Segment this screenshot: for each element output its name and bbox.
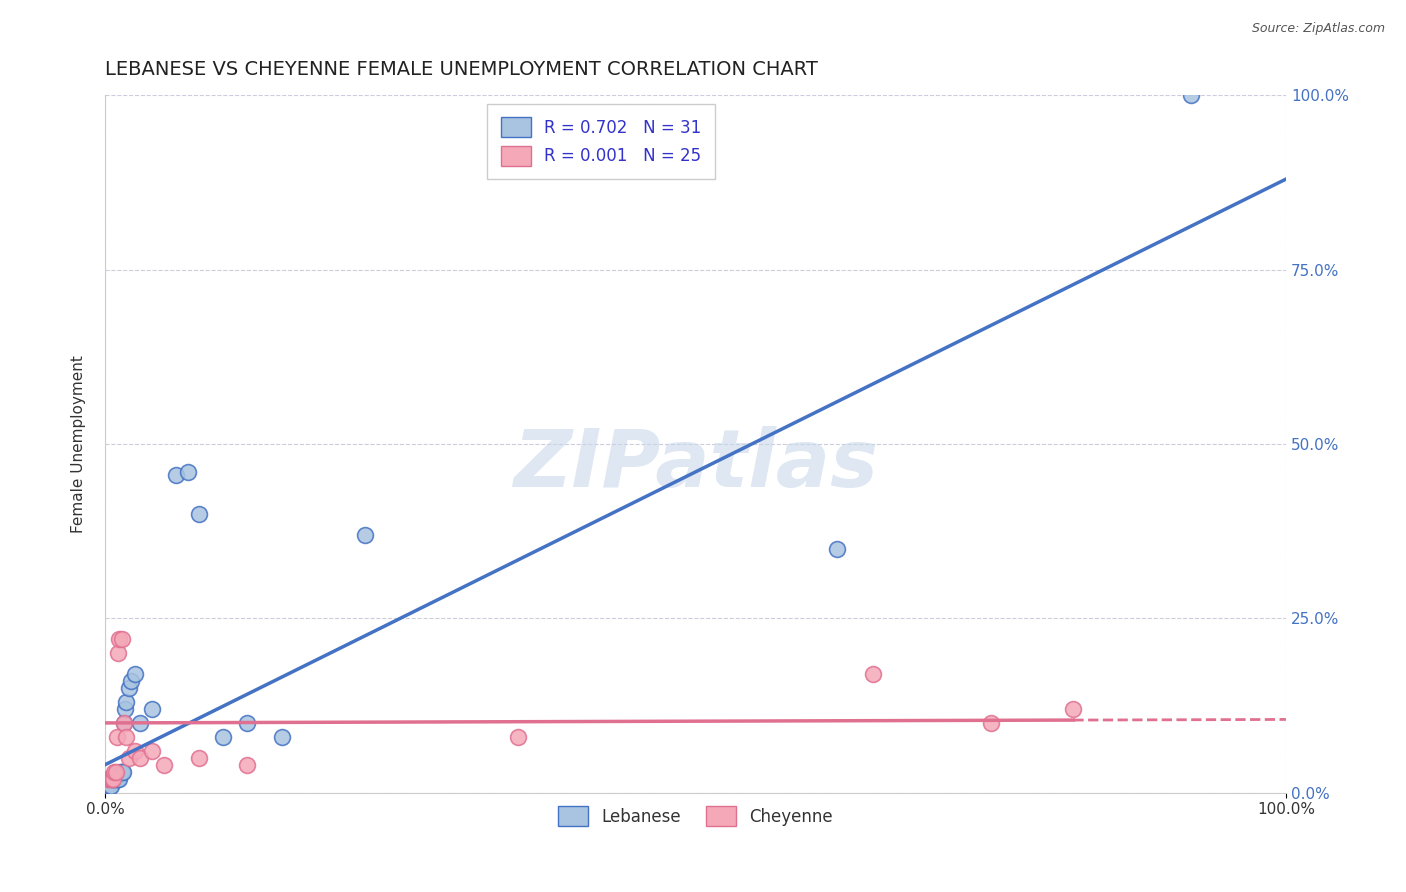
Point	[120, 674, 142, 689]
Point	[508, 730, 530, 744]
Point	[124, 744, 146, 758]
Point	[188, 507, 211, 521]
Point	[110, 764, 132, 779]
Point	[1180, 88, 1202, 103]
Point	[100, 772, 122, 786]
Point	[108, 632, 131, 647]
Point	[104, 772, 127, 786]
Legend: Lebanese, Cheyenne: Lebanese, Cheyenne	[551, 799, 839, 833]
Point	[117, 751, 139, 765]
Point	[103, 772, 125, 786]
Point	[110, 632, 132, 647]
Point	[212, 730, 235, 744]
Point	[141, 744, 163, 758]
Text: Source: ZipAtlas.com: Source: ZipAtlas.com	[1251, 22, 1385, 36]
Y-axis label: Female Unemployment: Female Unemployment	[72, 355, 86, 533]
Point	[114, 702, 136, 716]
Point	[117, 681, 139, 695]
Point	[235, 757, 257, 772]
Point	[110, 764, 132, 779]
Point	[129, 715, 152, 730]
Point	[101, 772, 124, 786]
Point	[107, 772, 129, 786]
Point	[105, 730, 128, 744]
Point	[97, 772, 120, 786]
Point	[112, 715, 135, 730]
Text: LEBANESE VS CHEYENNE FEMALE UNEMPLOYMENT CORRELATION CHART: LEBANESE VS CHEYENNE FEMALE UNEMPLOYMENT…	[105, 60, 818, 78]
Point	[353, 527, 375, 541]
Point	[103, 764, 125, 779]
Point	[103, 772, 125, 786]
Point	[100, 779, 122, 793]
Point	[153, 757, 176, 772]
Point	[104, 764, 127, 779]
Point	[129, 751, 152, 765]
Point	[107, 646, 129, 660]
Point	[112, 715, 135, 730]
Point	[96, 772, 118, 786]
Point	[271, 730, 294, 744]
Point	[1062, 702, 1084, 716]
Point	[115, 695, 138, 709]
Point	[165, 468, 187, 483]
Point	[103, 772, 125, 786]
Point	[980, 715, 1002, 730]
Point	[141, 702, 163, 716]
Point	[825, 541, 848, 556]
Text: ZIPatlas: ZIPatlas	[513, 426, 877, 504]
Point	[97, 779, 120, 793]
Point	[105, 772, 128, 786]
Point	[188, 751, 211, 765]
Point	[862, 667, 884, 681]
Point	[96, 779, 118, 793]
Point	[108, 772, 131, 786]
Point	[98, 772, 121, 786]
Point	[115, 730, 138, 744]
Point	[101, 772, 124, 786]
Point	[98, 779, 121, 793]
Point	[176, 465, 198, 479]
Point	[124, 667, 146, 681]
Point	[111, 764, 134, 779]
Point	[235, 715, 257, 730]
